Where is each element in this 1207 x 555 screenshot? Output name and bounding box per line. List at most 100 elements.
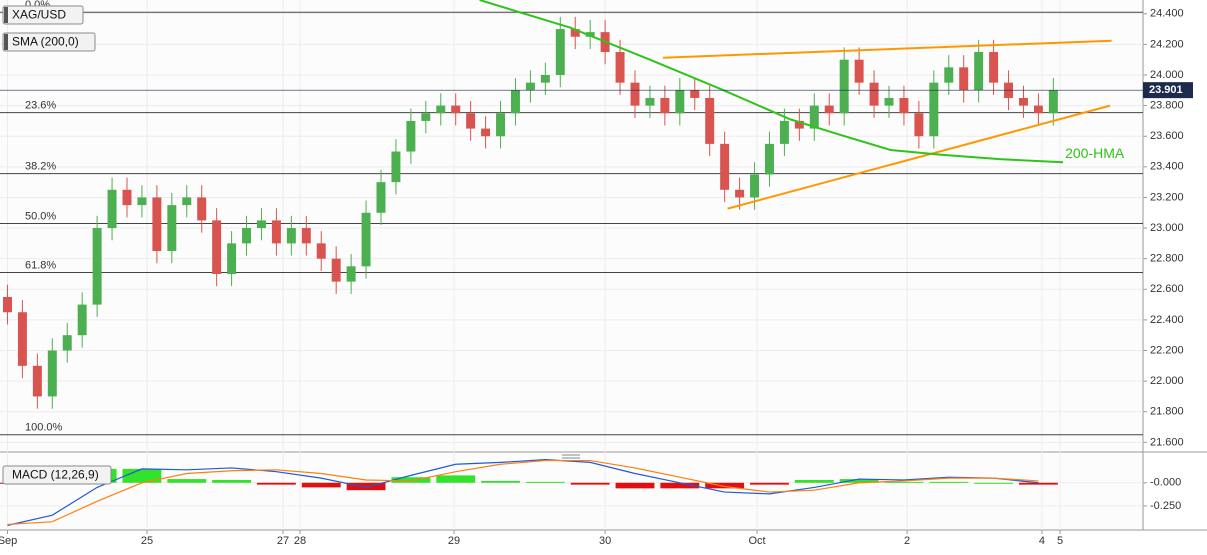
last-price-box xyxy=(1143,82,1193,99)
candle-body xyxy=(869,82,879,106)
candle-body xyxy=(974,52,984,91)
candle-body xyxy=(227,243,237,274)
macd-histogram-bar xyxy=(1018,482,1058,485)
y-tick-label: 23.800 xyxy=(1150,100,1184,112)
candle-body xyxy=(914,113,924,137)
x-tick-label: 27 xyxy=(277,535,289,547)
candle-body xyxy=(929,82,939,137)
macd-histogram-bar xyxy=(301,482,341,488)
candle-body xyxy=(660,97,670,114)
candle-body xyxy=(645,97,655,106)
fib-label: 23.6% xyxy=(25,100,56,112)
candle-body xyxy=(1018,97,1028,106)
candle-body xyxy=(690,90,700,98)
fib-label: 61.8% xyxy=(25,259,56,271)
candle-body xyxy=(735,189,745,198)
candle-body xyxy=(271,220,281,244)
candle-body xyxy=(256,220,266,229)
candle-body xyxy=(779,120,789,144)
candle-body xyxy=(525,82,535,91)
macd-histogram-bar xyxy=(256,482,296,485)
candle-body xyxy=(17,312,27,366)
candle-body xyxy=(361,212,371,267)
candle-body xyxy=(824,105,834,114)
x-tick-label: 28 xyxy=(294,535,306,547)
macd-histogram-bar xyxy=(794,480,834,483)
y-tick-label: 21.600 xyxy=(1150,436,1184,448)
macd-histogram-bar xyxy=(167,479,207,483)
candle-body xyxy=(137,197,147,206)
panel-handle[interactable] xyxy=(562,454,580,459)
candle-body xyxy=(451,105,461,114)
fib-label: 50.0% xyxy=(25,210,56,222)
candle-body xyxy=(346,266,356,282)
trend-line xyxy=(727,104,1111,210)
candle-body xyxy=(496,113,506,137)
legend-label: SMA (200,0) xyxy=(12,35,79,49)
macd-histogram-bar xyxy=(839,479,879,483)
macd-histogram-bar xyxy=(884,481,924,483)
candle-body xyxy=(570,29,580,37)
candle-body xyxy=(197,197,207,221)
macd-histogram-bar xyxy=(436,475,476,483)
x-tick-label: 2 xyxy=(904,535,910,547)
trend-line xyxy=(662,39,1112,59)
candle-body xyxy=(1033,105,1043,114)
macd-histogram-bar xyxy=(974,482,1014,484)
fib-label: 38.2% xyxy=(25,160,56,172)
macd-histogram-bar xyxy=(212,480,252,483)
y-tick-label: 23.000 xyxy=(1150,222,1184,234)
candle-body xyxy=(720,143,730,190)
legend-box xyxy=(2,465,112,485)
y-tick-label: 22.400 xyxy=(1150,314,1184,326)
x-tick-label: Oct xyxy=(749,535,766,547)
hma-line xyxy=(479,0,1064,164)
candle-body xyxy=(242,228,252,244)
macd-histogram-bar xyxy=(346,482,386,491)
y-tick-label: 23.400 xyxy=(1150,161,1184,173)
candle-body xyxy=(989,52,999,83)
candle-body xyxy=(884,97,894,106)
candle-body xyxy=(286,228,296,244)
candle-body xyxy=(705,97,715,144)
fib-label: 100.0% xyxy=(25,422,63,434)
candle-body xyxy=(167,205,177,252)
candle-body xyxy=(436,105,446,114)
candle-body xyxy=(421,113,431,121)
candle-body xyxy=(182,197,192,206)
candle-body xyxy=(675,90,685,114)
macd-histogram-bar xyxy=(750,482,789,485)
hma-label: 200-HMA xyxy=(1065,145,1125,161)
candle-body xyxy=(92,228,102,305)
candle-body xyxy=(152,197,162,252)
x-tick-label: 29 xyxy=(448,535,460,547)
legend-swatch xyxy=(4,34,8,50)
y-tick-label: 22.600 xyxy=(1150,283,1184,295)
y-tick-label: 23.200 xyxy=(1150,191,1184,203)
candle-body xyxy=(466,113,476,129)
candle-body xyxy=(1048,90,1058,114)
candle-body xyxy=(794,120,804,129)
macd-line xyxy=(7,459,1039,526)
candle-body xyxy=(959,67,969,91)
x-tick-label: 30 xyxy=(599,535,611,547)
candle-body xyxy=(615,52,625,83)
y-tick-label: 24.000 xyxy=(1150,69,1184,81)
candle-body xyxy=(406,120,416,152)
x-tick-label: 4 xyxy=(1039,535,1045,547)
candle-body xyxy=(585,32,595,37)
macd-histogram-bar xyxy=(391,477,431,483)
candle-body xyxy=(391,151,401,183)
y-tick-label: 22.200 xyxy=(1150,344,1184,356)
macd-histogram-bar xyxy=(929,481,969,483)
macd-histogram-bar xyxy=(122,468,162,483)
candle-body xyxy=(764,143,774,175)
candle-body xyxy=(122,189,132,206)
candle-body xyxy=(944,67,954,83)
legend-label: XAG/USD xyxy=(12,8,66,22)
candle-body xyxy=(854,59,864,83)
y-tick-label: -0.000 xyxy=(1150,477,1181,489)
candle-body xyxy=(630,82,640,106)
x-tick-label: Sep xyxy=(0,535,17,547)
